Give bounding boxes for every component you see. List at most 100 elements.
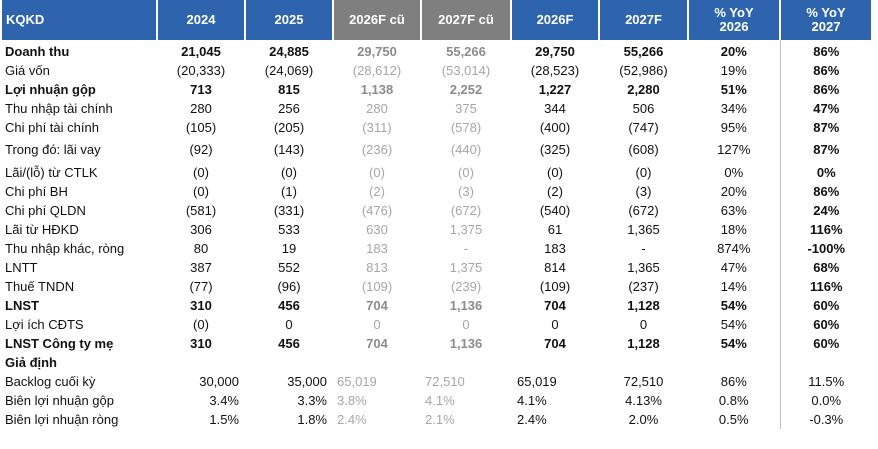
value-cell: 116% [809, 222, 843, 237]
value-cell: 19% [688, 61, 781, 80]
value-cell: (0) [193, 317, 209, 332]
value-cell: 0 [285, 317, 293, 332]
header-2026f: 2026F [511, 0, 600, 40]
value-cell: (0) [281, 165, 297, 180]
value-cell: 4.1% [425, 393, 455, 408]
table-body: Doanh thu 21,045 24,885 29,750 55,266 29,750 5… [2, 40, 872, 429]
value-cell: 2,280 [627, 82, 660, 97]
table-row: Lãi/(lỗ) từ CTLK (0) (0) (0) (0) (0) (0) 0% 0% [2, 163, 872, 182]
value-cell: (2) [547, 184, 563, 199]
header-2026f-old: 2026F cũ [333, 0, 422, 40]
value-cell: 1,138 [360, 82, 394, 97]
value-cell: 704 [366, 298, 388, 313]
value-cell: 72,510 [623, 374, 664, 389]
value-cell: (53,014) [441, 63, 491, 78]
table-row: Thuế TNDN (77) (96) (109) (239) (109) (237) 14%… [2, 277, 872, 296]
value-cell: 1,375 [449, 260, 483, 275]
value-cell: 280 [366, 101, 388, 116]
value-cell: 24% [813, 203, 840, 218]
value-cell: 387 [190, 260, 212, 275]
header-2027f-old: 2027F cũ [421, 0, 512, 40]
value-cell: 375 [455, 101, 477, 116]
header-yoy-2026: % YoY 2026 [688, 0, 781, 40]
table-row: Giá vốn (20,333) (24,069) (28,612) (53,014) (… [2, 61, 872, 80]
value-cell: 19 [281, 241, 297, 256]
value-cell: 0 [551, 317, 559, 332]
value-cell: 4.1% [517, 393, 547, 408]
value-cell: 86% [813, 63, 840, 78]
value-cell: 18% [688, 220, 781, 239]
table-row: LNTT 387 552 813 1,375 814 1,365 47% 68% [2, 258, 872, 277]
section-label: Giả định [5, 355, 57, 370]
value-cell: 0 [462, 317, 470, 332]
value-cell: 14% [688, 277, 781, 296]
value-cell: (20,333) [176, 63, 226, 78]
value-cell: 280 [190, 101, 212, 116]
value-cell: 47% [688, 258, 781, 277]
kqkd-table: KQKD 2024 2025 2026F cũ 2027F cũ 2026F 2… [2, 0, 873, 429]
row-label: Chi phí tài chính [5, 120, 99, 135]
row-label: Trong đó: lãi vay [5, 142, 101, 157]
row-label: Thu nhập tài chính [5, 101, 113, 116]
header-label: KQKD [2, 0, 158, 40]
value-cell: 2.4% [517, 412, 547, 427]
value-cell: (236) [361, 142, 393, 157]
value-cell: 1.5% [209, 412, 239, 427]
value-cell: 183 [544, 241, 566, 256]
value-cell: 80 [193, 241, 209, 256]
value-cell: (747) [628, 120, 659, 135]
table-row: Trong đó: lãi vay (92) (143) (236) (440) (325… [2, 137, 872, 163]
row-label: Thu nhập khác, ròng [5, 241, 125, 256]
value-cell: 60% [813, 298, 840, 313]
header-2024: 2024 [157, 0, 246, 40]
value-cell: 34% [688, 99, 781, 118]
table-row: Chi phí QLDN (581) (331) (476) (672) (540) (67… [2, 201, 872, 220]
value-cell: (672) [450, 203, 482, 218]
value-cell: 63% [688, 201, 781, 220]
table-row: Thu nhập khác, ròng 80 19 183 - 183 - 874% -100% [2, 239, 872, 258]
row-label: Biên lợi nhuận gộp [5, 393, 114, 408]
value-cell: 704 [544, 336, 566, 351]
header-2027f: 2027F [599, 0, 689, 40]
row-label: Giá vốn [5, 63, 50, 78]
section-row: Giả định [2, 353, 872, 372]
value-cell: 86% [813, 184, 840, 199]
row-label: Lợi nhuận gộp [5, 82, 96, 97]
value-cell: (109) [539, 279, 571, 294]
value-cell: 87% [813, 120, 840, 135]
value-cell: 2,252 [449, 82, 483, 97]
value-cell: 11.5% [808, 374, 845, 389]
value-cell: 506 [632, 101, 655, 116]
table-row: Lợi nhuận gộp 713 815 1,138 2,252 1,227 2,280 5… [2, 80, 872, 99]
value-cell: -0.3% [809, 412, 844, 427]
value-cell: 55,266 [446, 44, 486, 59]
value-cell: (608) [628, 142, 659, 157]
value-cell: (331) [273, 203, 305, 218]
value-cell: 55,266 [623, 44, 664, 59]
value-cell: (311) [362, 120, 392, 135]
value-cell: (0) [547, 165, 563, 180]
value-cell: (24,069) [264, 63, 314, 78]
value-cell: 35,000 [287, 374, 327, 389]
value-cell: (96) [277, 279, 301, 294]
value-cell: 552 [278, 260, 300, 275]
value-cell: 61 [547, 222, 563, 237]
empty-cell [780, 353, 872, 372]
value-cell: 47% [813, 101, 840, 116]
value-cell: (143) [273, 142, 305, 157]
value-cell: 65,019 [517, 374, 557, 389]
value-cell: 630 [366, 222, 388, 237]
value-cell: (2) [369, 184, 385, 199]
value-cell: 54% [688, 315, 781, 334]
value-cell: (581) [185, 203, 217, 218]
value-cell: 1,128 [627, 336, 660, 351]
table-row: Doanh thu 21,045 24,885 29,750 55,266 29,750 5… [2, 40, 872, 61]
header-yoy-2027: % YoY 2027 [780, 0, 873, 40]
value-cell: (672) [628, 203, 659, 218]
assumption-row: Backlog cuối kỳ 30,000 35,000 65,019 72,510 6… [2, 372, 872, 391]
value-cell: 68% [813, 260, 840, 275]
value-cell: 310 [190, 336, 212, 351]
value-cell: 95% [688, 118, 781, 137]
value-cell: 2.1% [425, 412, 455, 427]
empty-cell [245, 353, 333, 372]
